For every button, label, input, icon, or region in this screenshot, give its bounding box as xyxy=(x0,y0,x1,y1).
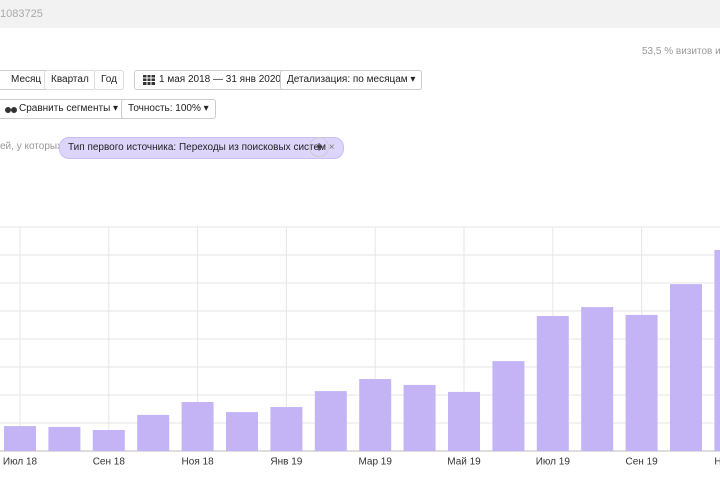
compare-icon xyxy=(5,107,17,113)
x-tick-label: Май 19 xyxy=(447,457,481,468)
period-year[interactable]: Год xyxy=(94,70,124,90)
bar xyxy=(492,361,525,451)
bar xyxy=(314,391,347,451)
label: Точность: 100% xyxy=(128,103,201,114)
label: Тип первого источника: Переходы из поиск… xyxy=(68,142,326,153)
bar xyxy=(137,414,170,451)
x-tick-label: Сен 18 xyxy=(93,457,126,468)
accuracy-select[interactable]: Точность: 100% ▾ xyxy=(121,99,216,119)
filter-tag[interactable]: Тип первого источника: Переходы из поиск… xyxy=(59,137,344,159)
date-range[interactable]: 1 мая 2018 — 31 янв 2020 xyxy=(134,70,288,90)
bar xyxy=(670,284,702,451)
bar xyxy=(181,402,214,451)
label: Сравнить сегменты xyxy=(19,103,111,114)
bar xyxy=(448,391,480,451)
x-tick-label: Янв 19 xyxy=(270,457,302,468)
calendar-icon xyxy=(143,75,155,85)
detail-select[interactable]: Детализация: по месяцам ▾ xyxy=(280,70,423,90)
bar xyxy=(4,426,36,451)
x-tick-label: Мар 19 xyxy=(358,457,392,468)
bar xyxy=(403,384,436,451)
counter-id: 1083725 xyxy=(0,8,43,20)
label: Детализация: по месяцам xyxy=(287,74,408,85)
label: 1 мая 2018 — 31 янв 2020 xyxy=(159,74,281,85)
top-bar xyxy=(0,0,720,28)
bar xyxy=(226,412,258,451)
bar xyxy=(625,314,658,451)
label: Год xyxy=(101,74,117,85)
x-tick-label: Сен 19 xyxy=(625,457,658,468)
x-tick-label: Ноя 18 xyxy=(182,457,215,468)
bar xyxy=(48,426,81,451)
remove-icon[interactable]: × xyxy=(328,142,335,153)
sampling-note: 53,5 % визитов из 30 xyxy=(642,46,720,57)
bar xyxy=(359,379,392,451)
label: Месяц xyxy=(11,74,42,85)
bar xyxy=(581,307,614,451)
x-tick-label: Июл 19 xyxy=(536,457,571,468)
bar xyxy=(536,316,569,451)
bar xyxy=(92,430,125,451)
bar xyxy=(714,249,720,451)
filter-prefix: ей, у которых xyxy=(0,141,63,152)
x-tick-label: Ноя 19 xyxy=(714,457,720,468)
x-tick-label: Июл 18 xyxy=(3,457,38,468)
bar xyxy=(270,407,303,451)
label: Квартал xyxy=(51,74,89,85)
compare-segments[interactable]: Сравнить сегменты ▾ xyxy=(0,99,126,119)
add-filter[interactable]: + xyxy=(309,137,329,157)
